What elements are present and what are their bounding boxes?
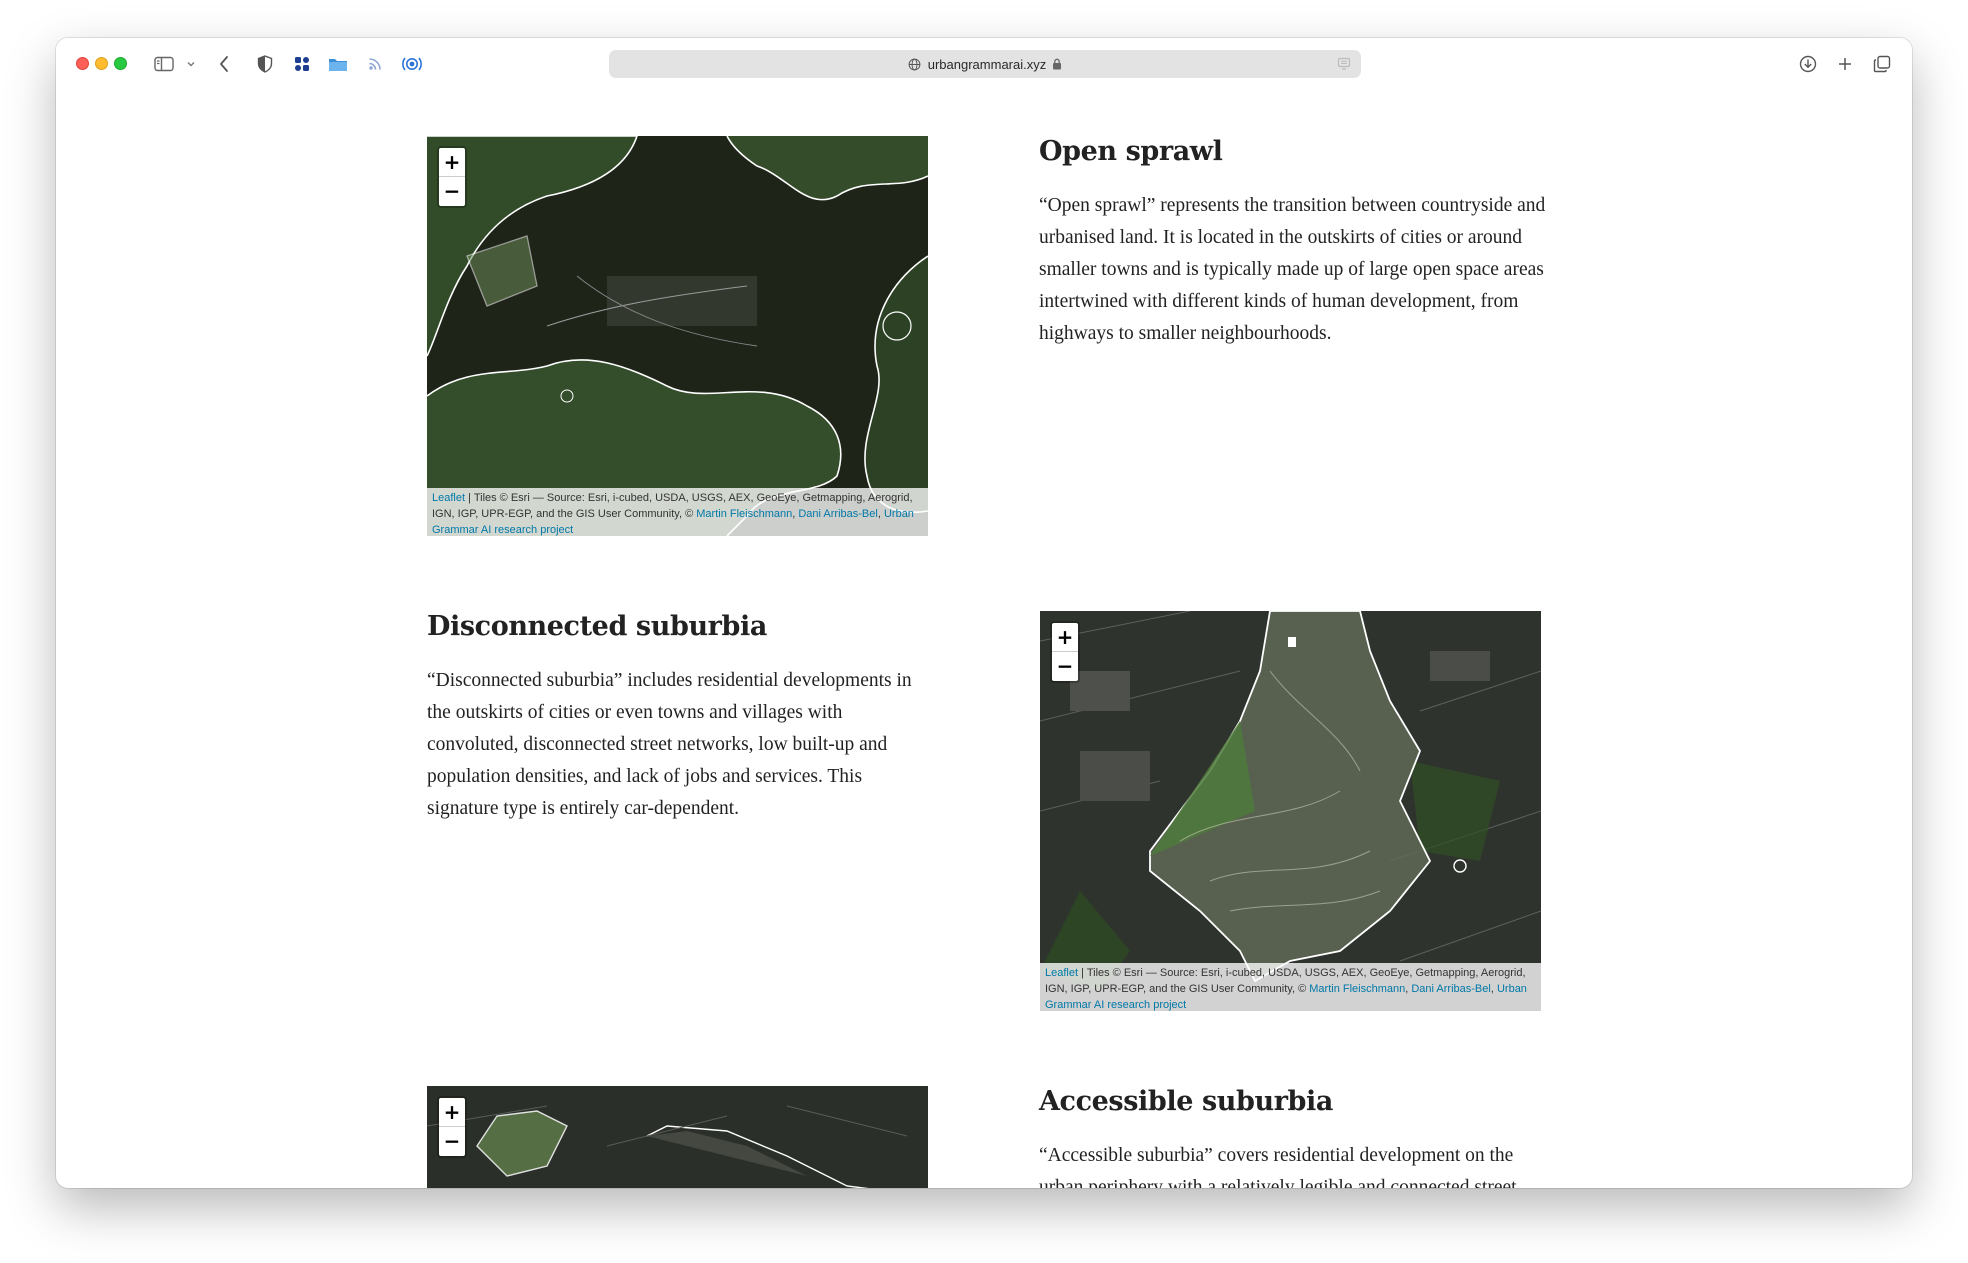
author-link[interactable]: Martin Fleischmann — [696, 508, 793, 520]
address-bar[interactable]: urbangrammarai.xyz — [609, 50, 1361, 78]
section-title: Disconnected suburbia — [427, 611, 767, 642]
zoom-window-button[interactable] — [114, 57, 127, 70]
globe-icon — [908, 58, 921, 71]
leaflet-link[interactable]: Leaflet — [1045, 967, 1079, 979]
zoom-in-button[interactable]: + — [1052, 623, 1078, 652]
new-tab-plus-icon[interactable] — [1836, 52, 1854, 76]
privacy-shield-icon[interactable] — [255, 52, 275, 76]
zoom-in-button[interactable]: + — [439, 1098, 465, 1127]
lock-icon — [1052, 58, 1062, 70]
zoom-control: + − — [1050, 621, 1080, 683]
page-content: + − Leaflet | Tiles © Esri — Source: Esr… — [56, 90, 1912, 1188]
satellite-imagery[interactable] — [427, 1086, 928, 1188]
section-description: “Disconnected suburbia” includes residen… — [427, 670, 912, 819]
map-disconnected-suburbia[interactable]: + − Leaflet | Tiles © Esri — Source: Esr… — [1040, 611, 1541, 1011]
reader-icon[interactable] — [1337, 57, 1351, 71]
chevron-down-icon[interactable] — [185, 52, 197, 76]
extension-grid-icon[interactable] — [292, 52, 312, 76]
project-link[interactable]: Urban Grammar AI research project — [432, 508, 914, 536]
zoom-out-button[interactable]: − — [1056, 654, 1074, 678]
project-link[interactable]: Urban Grammar AI research project — [1045, 983, 1527, 1011]
section-title: Open sprawl — [1039, 136, 1223, 167]
zoom-control: + − — [437, 146, 467, 208]
minimize-window-button[interactable] — [95, 57, 108, 70]
zoom-out-button[interactable]: − — [443, 179, 461, 203]
zoom-out-button[interactable]: − — [443, 1129, 461, 1153]
back-arrow-icon[interactable] — [216, 52, 232, 76]
close-window-button[interactable] — [76, 57, 89, 70]
tab-overview-icon[interactable] — [1872, 52, 1892, 76]
downloads-icon[interactable] — [1798, 52, 1818, 76]
map-open-sprawl[interactable]: + − Leaflet | Tiles © Esri — Source: Esr… — [427, 136, 928, 536]
section-description: “Accessible suburbia” covers residential… — [1039, 1145, 1517, 1188]
author-link[interactable]: Dani Arribas-Bel — [1411, 983, 1491, 995]
map-attribution: Leaflet | Tiles © Esri — Source: Esri, i… — [1040, 963, 1541, 1011]
sidebar-icon[interactable] — [153, 52, 175, 76]
url-text: urbangrammarai.xyz — [927, 56, 1047, 72]
author-link[interactable]: Dani Arribas-Bel — [798, 508, 878, 520]
browser-toolbar: urbangrammarai.xyz — [56, 38, 1912, 90]
map-attribution: Leaflet | Tiles © Esri — Source: Esri, i… — [427, 488, 928, 536]
broadcast-icon[interactable] — [401, 52, 423, 76]
rss-icon[interactable] — [366, 52, 384, 76]
leaflet-link[interactable]: Leaflet — [432, 492, 466, 504]
folder-icon[interactable] — [327, 52, 349, 76]
section-description: “Open sprawl” represents the transition … — [1039, 195, 1546, 344]
satellite-imagery[interactable] — [1040, 611, 1541, 1011]
zoom-in-button[interactable]: + — [439, 148, 465, 177]
map-accessible-suburbia[interactable]: + − — [427, 1086, 928, 1188]
author-link[interactable]: Martin Fleischmann — [1309, 983, 1406, 995]
browser-window: urbangrammarai.xyz — [56, 38, 1912, 1188]
zoom-control: + − — [437, 1096, 467, 1158]
satellite-imagery[interactable] — [427, 136, 928, 536]
section-title: Accessible suburbia — [1039, 1086, 1333, 1117]
